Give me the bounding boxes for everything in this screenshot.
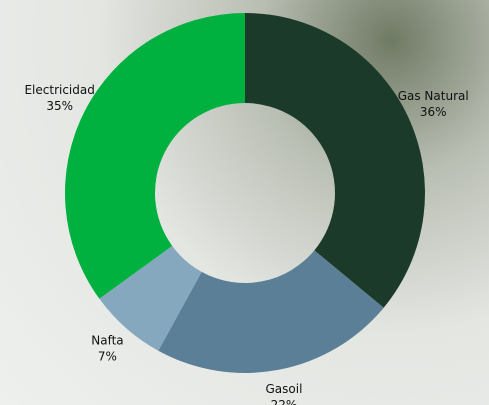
slice <box>158 250 384 373</box>
slice-label: Gas Natural <box>398 89 469 103</box>
slice-label: Nafta <box>91 334 123 348</box>
slice-label: Electricidad <box>24 83 94 97</box>
slice <box>245 13 426 308</box>
slice <box>99 245 202 351</box>
slice-value-label: 36% <box>420 105 447 119</box>
slice-value-label: 22% <box>271 398 298 405</box>
slice-value-label: 7% <box>98 350 117 364</box>
slice-label: Gasoil <box>266 382 303 396</box>
slice-value-label: 35% <box>46 99 73 113</box>
slice <box>65 13 245 299</box>
